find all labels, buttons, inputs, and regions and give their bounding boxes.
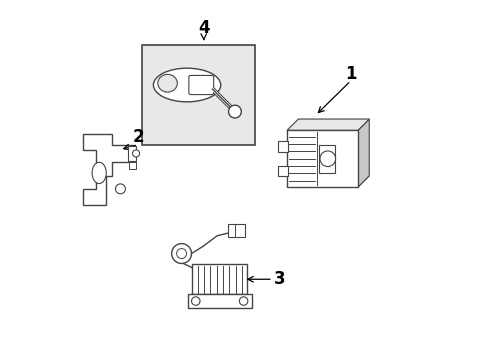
Bar	[129, 162, 135, 169]
Circle shape	[319, 151, 335, 167]
Circle shape	[176, 249, 186, 258]
Polygon shape	[286, 119, 368, 130]
Circle shape	[191, 297, 200, 305]
Circle shape	[132, 150, 139, 157]
Text: 1: 1	[345, 65, 356, 83]
FancyBboxPatch shape	[188, 76, 213, 95]
Circle shape	[228, 105, 241, 118]
Circle shape	[239, 297, 247, 305]
Text: 3: 3	[274, 270, 285, 288]
Ellipse shape	[153, 68, 220, 102]
Circle shape	[115, 184, 125, 194]
Bar	[286, 130, 357, 187]
Bar	[278, 141, 287, 152]
Bar	[278, 166, 287, 176]
Bar	[128, 146, 136, 161]
Polygon shape	[83, 134, 133, 205]
Bar	[227, 224, 245, 237]
Text: 4: 4	[198, 19, 209, 37]
Bar	[142, 45, 255, 145]
Polygon shape	[357, 119, 368, 187]
Bar	[192, 264, 246, 294]
Ellipse shape	[158, 75, 177, 92]
Text: 2: 2	[132, 129, 143, 147]
Bar	[187, 294, 251, 308]
Bar	[318, 145, 334, 173]
Circle shape	[171, 244, 191, 264]
Ellipse shape	[92, 162, 106, 184]
Polygon shape	[286, 176, 368, 187]
